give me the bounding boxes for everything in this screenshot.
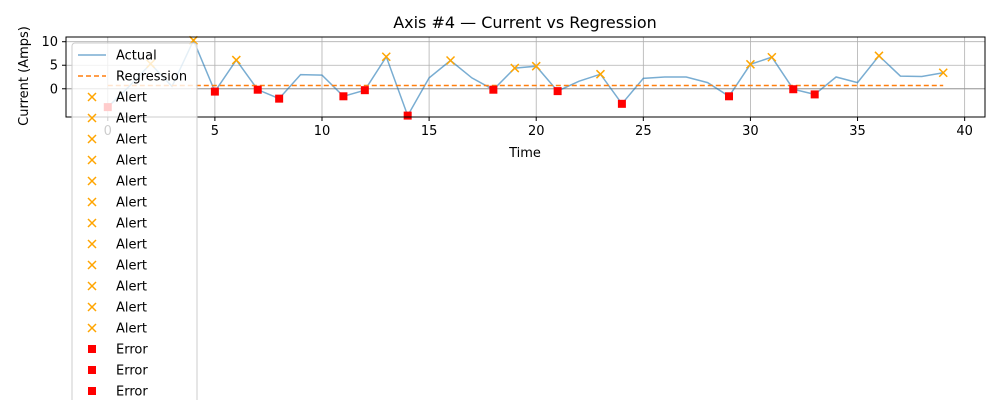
alert-point (231, 55, 241, 65)
alert-point (745, 59, 755, 69)
error-point (789, 85, 798, 94)
legend-alert-swatch (87, 260, 97, 270)
error-point (617, 99, 626, 108)
legend-label: Alert (116, 91, 147, 106)
x-tick-label: 35 (849, 124, 866, 139)
x-marker-stroke (87, 239, 97, 249)
legend-label: Alert (116, 112, 147, 127)
legend-alert-swatch (87, 113, 97, 123)
legend-label: Alert (116, 322, 147, 337)
alert-point (938, 68, 948, 78)
legend-label: Alert (116, 259, 147, 274)
x-marker-stroke (87, 197, 97, 207)
alert-point (445, 55, 456, 66)
x-marker-stroke (87, 281, 97, 291)
legend-box (71, 42, 198, 400)
x-marker-stroke (87, 92, 97, 102)
legend-label: Alert (116, 217, 147, 232)
x-marker-stroke (938, 68, 948, 78)
legend-label: Alert (116, 196, 147, 211)
legend-alert-swatch (87, 92, 97, 102)
y-tick-label: 0 (50, 82, 58, 97)
x-marker-stroke (531, 61, 541, 71)
legend-label: Alert (116, 301, 147, 316)
x-tick-label: 5 (211, 124, 219, 139)
x-marker-stroke (87, 155, 97, 165)
x-marker-stroke (87, 218, 97, 228)
error-point (810, 90, 819, 99)
error-point (403, 111, 412, 120)
legend-label: Actual (116, 49, 157, 64)
x-axis-label: Time (508, 146, 541, 161)
x-tick-label: 10 (314, 124, 331, 139)
chart-title: Axis #4 — Current vs Regression (393, 13, 657, 32)
legend-label: Alert (116, 238, 147, 253)
x-marker-stroke (381, 52, 391, 62)
grid-lines (66, 37, 985, 117)
x-marker-stroke (874, 51, 884, 61)
error-point (725, 92, 734, 101)
y-tick-label: 5 (50, 59, 58, 74)
legend: Actual Regression Alert Alert Alert Alert Aler… (71, 42, 198, 400)
error-point (253, 85, 262, 94)
legend-label: Error (116, 385, 148, 400)
legend-alert-swatch (87, 176, 97, 186)
x-marker-stroke (87, 323, 97, 333)
alert-point (381, 52, 391, 62)
x-marker-stroke (87, 176, 97, 186)
y-axis-label: Current (Amps) (17, 26, 32, 126)
legend-label: Error (116, 343, 148, 358)
x-tick-label: 30 (742, 124, 759, 139)
legend-label: Error (116, 364, 148, 379)
legend-alert-swatch (87, 197, 97, 207)
legend-label: Alert (116, 154, 147, 169)
legend-alert-swatch (87, 134, 97, 144)
x-marker-stroke (87, 113, 97, 123)
legend-error-swatch (88, 366, 96, 374)
plot-markers (103, 35, 948, 120)
x-tick-label: 40 (956, 124, 973, 139)
error-point (275, 94, 284, 103)
error-point (553, 87, 562, 96)
x-tick-label: 20 (528, 124, 545, 139)
legend-alert-swatch (87, 323, 97, 333)
x-marker-stroke (87, 134, 97, 144)
x-marker-stroke (87, 302, 97, 312)
alert-point (595, 69, 606, 79)
x-marker-stroke (445, 55, 456, 66)
x-marker-stroke (231, 55, 241, 65)
x-marker-stroke (767, 52, 777, 62)
x-marker-stroke (510, 63, 520, 73)
legend-alert-swatch (87, 281, 97, 291)
actual-series-line (107, 38, 944, 118)
x-marker-stroke (87, 260, 97, 270)
x-tick-label: 15 (421, 124, 438, 139)
legend-label: Alert (116, 133, 147, 148)
legend-alert-swatch (87, 155, 97, 165)
x-marker-stroke (745, 59, 755, 69)
alert-point (767, 52, 777, 62)
plot-series (107, 38, 944, 118)
legend-alert-swatch (87, 239, 97, 249)
x-tick-label: 25 (635, 124, 652, 139)
y-tick-label: 10 (41, 35, 58, 50)
legend-label: Alert (116, 280, 147, 295)
error-point (360, 86, 369, 95)
legend-alert-swatch (87, 302, 97, 312)
error-point (489, 85, 498, 94)
plot-frame (65, 36, 986, 118)
alert-point (510, 63, 520, 73)
legend-label: Alert (116, 175, 147, 190)
legend-error-swatch (88, 387, 96, 395)
error-point (339, 92, 348, 101)
alert-point (874, 51, 884, 61)
legend-alert-swatch (87, 218, 97, 228)
alert-point (531, 61, 541, 71)
error-point (210, 87, 219, 96)
legend-error-swatch (88, 345, 96, 353)
x-marker-stroke (595, 69, 606, 79)
legend-label: Regression (116, 70, 187, 85)
